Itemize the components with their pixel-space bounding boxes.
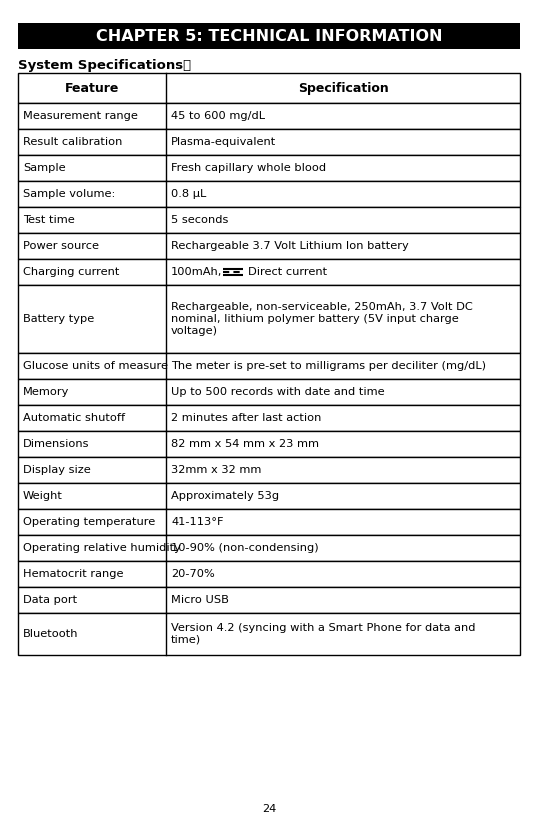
Text: 5 seconds: 5 seconds <box>171 215 229 225</box>
Text: Fresh capillary whole blood: Fresh capillary whole blood <box>171 163 326 173</box>
Text: CHAPTER 5: TECHNICAL INFORMATION: CHAPTER 5: TECHNICAL INFORMATION <box>96 29 442 44</box>
Text: nominal, lithium polymer battery (5V input charge: nominal, lithium polymer battery (5V inp… <box>171 314 459 324</box>
Text: Battery type: Battery type <box>23 314 94 324</box>
Bar <box>18 587 520 613</box>
Text: Rechargeable 3.7 Volt Lithium Ion battery: Rechargeable 3.7 Volt Lithium Ion batter… <box>171 241 409 251</box>
Text: Sample: Sample <box>23 163 66 173</box>
Text: Version 4.2 (syncing with a Smart Phone for data and: Version 4.2 (syncing with a Smart Phone … <box>171 623 476 633</box>
Text: 0.8 μL: 0.8 μL <box>171 189 207 199</box>
Bar <box>18 103 520 129</box>
Text: Rechargeable, non-serviceable, 250mAh, 3.7 Volt DC: Rechargeable, non-serviceable, 250mAh, 3… <box>171 302 473 312</box>
Text: 24: 24 <box>262 804 276 814</box>
Text: Display size: Display size <box>23 465 91 475</box>
Text: Sample volume:: Sample volume: <box>23 189 115 199</box>
Text: Operating relative humidity: Operating relative humidity <box>23 543 181 553</box>
Bar <box>18 613 520 655</box>
Bar <box>18 285 520 353</box>
Text: Power source: Power source <box>23 241 99 251</box>
Text: 100mAh,: 100mAh, <box>171 267 223 277</box>
Text: 32mm x 32 mm: 32mm x 32 mm <box>171 465 261 475</box>
Bar <box>18 405 520 431</box>
Text: Dimensions: Dimensions <box>23 439 89 449</box>
Text: time): time) <box>171 635 201 645</box>
Text: Feature: Feature <box>65 81 119 95</box>
Text: Operating temperature: Operating temperature <box>23 517 155 527</box>
Text: The meter is pre-set to milligrams per deciliter (mg/dL): The meter is pre-set to milligrams per d… <box>171 361 486 371</box>
Text: Bluetooth: Bluetooth <box>23 629 79 639</box>
Text: Memory: Memory <box>23 387 69 397</box>
Bar <box>18 129 520 155</box>
Text: Result calibration: Result calibration <box>23 137 122 147</box>
Text: 20-70%: 20-70% <box>171 569 215 579</box>
Text: Data port: Data port <box>23 595 77 605</box>
Bar <box>18 207 520 233</box>
Bar <box>18 483 520 509</box>
Bar <box>18 23 520 49</box>
Text: 10-90% (non-condensing): 10-90% (non-condensing) <box>171 543 318 553</box>
Text: Charging current: Charging current <box>23 267 119 277</box>
Text: 82 mm x 54 mm x 23 mm: 82 mm x 54 mm x 23 mm <box>171 439 319 449</box>
Text: Approximately 53g: Approximately 53g <box>171 491 279 501</box>
Text: Test time: Test time <box>23 215 75 225</box>
Text: Hematocrit range: Hematocrit range <box>23 569 124 579</box>
Bar <box>18 181 520 207</box>
Text: Plasma-equivalent: Plasma-equivalent <box>171 137 277 147</box>
Text: 45 to 600 mg/dL: 45 to 600 mg/dL <box>171 111 265 121</box>
Text: voltage): voltage) <box>171 326 218 336</box>
Text: Up to 500 records with date and time: Up to 500 records with date and time <box>171 387 385 397</box>
Bar <box>18 431 520 457</box>
Text: System Specifications：: System Specifications： <box>18 58 191 72</box>
Text: Weight: Weight <box>23 491 63 501</box>
Text: Glucose units of measure: Glucose units of measure <box>23 361 168 371</box>
Text: 41-113°F: 41-113°F <box>171 517 224 527</box>
Text: Direct current: Direct current <box>248 267 327 277</box>
Bar <box>18 379 520 405</box>
Bar <box>18 457 520 483</box>
Bar <box>18 259 520 285</box>
Bar <box>18 233 520 259</box>
Bar <box>18 73 520 103</box>
Bar <box>18 535 520 561</box>
Text: Specification: Specification <box>298 81 388 95</box>
Bar <box>18 353 520 379</box>
Bar <box>18 561 520 587</box>
Bar <box>18 155 520 181</box>
Text: Micro USB: Micro USB <box>171 595 229 605</box>
Text: 2 minutes after last action: 2 minutes after last action <box>171 413 322 423</box>
Bar <box>18 509 520 535</box>
Text: Measurement range: Measurement range <box>23 111 138 121</box>
Text: Automatic shutoff: Automatic shutoff <box>23 413 125 423</box>
